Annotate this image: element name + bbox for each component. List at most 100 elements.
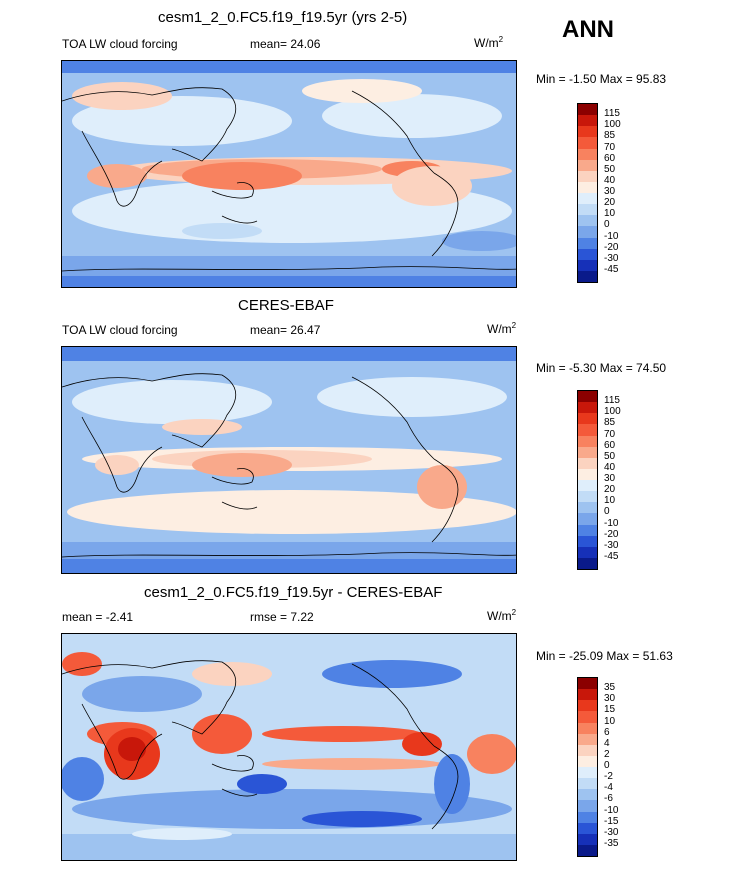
panel-1-title: cesm1_2_0.FC5.f19_f19.5yr (yrs 2-5) xyxy=(158,9,408,26)
colorbar-tick-label: -10 xyxy=(604,517,619,529)
colorbar-tick-label: 70 xyxy=(604,428,616,440)
colorbar-tick-label: -15 xyxy=(604,815,619,827)
panel-2-mean-label: mean= 26.47 xyxy=(250,323,321,337)
colorbar-tick-label: 35 xyxy=(604,682,616,694)
colorbar-segment xyxy=(578,270,597,282)
colorbar-segment xyxy=(578,402,597,414)
panel-2-minmax: Min = -5.30 Max = 74.50 xyxy=(536,361,667,375)
colorbar-segment xyxy=(578,789,597,801)
panel-3-colorbar xyxy=(577,677,598,857)
colorbar-segment xyxy=(578,678,597,690)
colorbar-segment xyxy=(578,524,597,536)
colorbar-segment xyxy=(578,226,597,238)
colorbar-segment xyxy=(578,744,597,756)
panel-3-mean-label: mean = -2.41 xyxy=(62,610,134,624)
season-label: ANN xyxy=(562,16,614,43)
colorbar-segment xyxy=(578,159,597,171)
colorbar-tick-label: -45 xyxy=(604,550,619,562)
colorbar-tick-label: 30 xyxy=(604,473,616,484)
colorbar-tick-label: 10 xyxy=(604,208,616,220)
colorbar-segment xyxy=(578,733,597,745)
colorbar-segment xyxy=(578,700,597,712)
colorbar-tick-label: -10 xyxy=(604,804,619,816)
colorbar-segment xyxy=(578,491,597,503)
panel-2-variable-label: TOA LW cloud forcing xyxy=(62,323,178,337)
colorbar-tick-label: 100 xyxy=(604,119,621,131)
colorbar-segment xyxy=(578,778,597,790)
panel-1-minmax: Min = -1.50 Max = 95.83 xyxy=(536,72,667,86)
colorbar-segment xyxy=(578,468,597,480)
panel-2-colorbar xyxy=(577,390,598,570)
colorbar-segment xyxy=(578,557,597,569)
colorbar-tick-label: 0 xyxy=(604,760,610,771)
colorbar-segment xyxy=(578,104,597,116)
colorbar-segment xyxy=(578,535,597,547)
colorbar-segment xyxy=(578,513,597,525)
colorbar-tick-label: -30 xyxy=(604,539,619,551)
panel-2-map xyxy=(61,346,517,574)
panel-1-units: W/m2 xyxy=(474,35,504,50)
colorbar-tick-label: 20 xyxy=(604,197,616,209)
colorbar-tick-label: -30 xyxy=(604,826,619,838)
colorbar-tick-label: 6 xyxy=(604,726,610,738)
colorbar-segment xyxy=(578,822,597,834)
panel-1-mean-label: mean= 24.06 xyxy=(250,37,321,51)
colorbar-segment xyxy=(578,237,597,249)
colorbar-segment xyxy=(578,248,597,260)
panel-1-colorbar xyxy=(577,103,598,283)
colorbar-segment xyxy=(578,502,597,514)
colorbar-tick-label: 50 xyxy=(604,163,616,175)
colorbar-tick-label: 30 xyxy=(604,186,616,197)
colorbar-segment xyxy=(578,457,597,469)
colorbar-segment xyxy=(578,435,597,447)
colorbar-segment xyxy=(578,193,597,205)
panel-1-map xyxy=(61,60,517,288)
colorbar-tick-label: 115 xyxy=(604,395,620,407)
colorbar-tick-label: 50 xyxy=(604,450,616,462)
colorbar-tick-label: 100 xyxy=(604,406,621,418)
colorbar-segment xyxy=(578,767,597,779)
colorbar-segment xyxy=(578,259,597,271)
colorbar-tick-label: 40 xyxy=(604,174,616,186)
colorbar-segment xyxy=(578,811,597,823)
colorbar-segment xyxy=(578,126,597,138)
panel-2-units: W/m2 xyxy=(487,321,517,336)
panel-3-title: cesm1_2_0.FC5.f19_f19.5yr - CERES-EBAF xyxy=(144,584,443,601)
colorbar-segment xyxy=(578,115,597,127)
colorbar-tick-label: 85 xyxy=(604,417,616,429)
colorbar-segment xyxy=(578,413,597,425)
panel-3-map xyxy=(61,633,517,861)
colorbar-segment xyxy=(578,755,597,767)
colorbar-tick-label: 10 xyxy=(604,495,616,507)
colorbar-segment xyxy=(578,844,597,856)
colorbar-segment xyxy=(578,170,597,182)
colorbar-segment xyxy=(578,722,597,734)
colorbar-segment xyxy=(578,204,597,216)
panel-3-units: W/m2 xyxy=(487,608,517,623)
colorbar-tick-label: 60 xyxy=(604,439,616,451)
colorbar-tick-label: 70 xyxy=(604,141,616,153)
colorbar-tick-label: 0 xyxy=(604,219,610,231)
colorbar-tick-label: 115 xyxy=(604,108,620,120)
colorbar-tick-label: -10 xyxy=(604,230,619,242)
colorbar-segment xyxy=(578,689,597,701)
colorbar-segment xyxy=(578,215,597,227)
colorbar-tick-label: -35 xyxy=(604,837,619,849)
colorbar-segment xyxy=(578,480,597,492)
panel-1-variable-label: TOA LW cloud forcing xyxy=(62,37,178,51)
colorbar-tick-label: 4 xyxy=(604,737,610,749)
colorbar-tick-label: -45 xyxy=(604,263,619,275)
colorbar-tick-label: 20 xyxy=(604,484,616,496)
colorbar-tick-label: 2 xyxy=(604,748,610,760)
colorbar-segment xyxy=(578,800,597,812)
colorbar-segment xyxy=(578,137,597,149)
panel-3-rmse-label: rmse = 7.22 xyxy=(250,610,314,624)
colorbar-tick-label: -20 xyxy=(604,528,619,540)
colorbar-tick-label: 0 xyxy=(604,506,610,518)
colorbar-segment xyxy=(578,181,597,193)
colorbar-tick-label: 85 xyxy=(604,130,616,142)
colorbar-segment xyxy=(578,391,597,403)
colorbar-segment xyxy=(578,148,597,160)
colorbar-segment xyxy=(578,424,597,436)
panel-2-title: CERES-EBAF xyxy=(238,297,334,314)
